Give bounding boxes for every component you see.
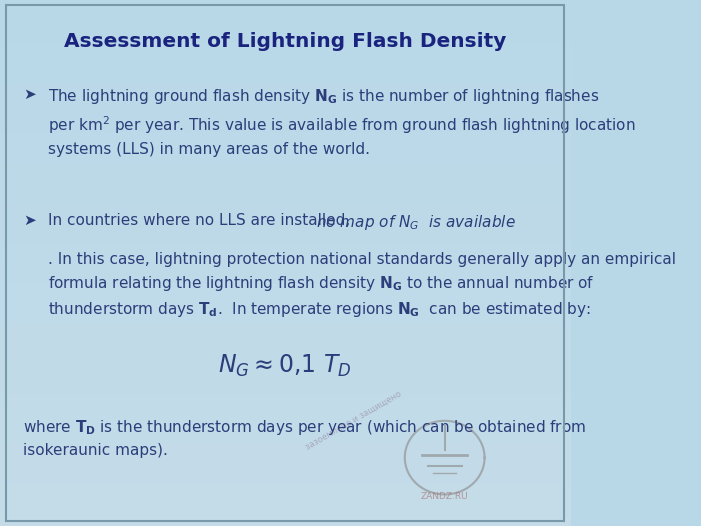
Text: $\mathbf{\mathit{N_G \approx 0{,}1\ T_D}}$: $\mathbf{\mathit{N_G \approx 0{,}1\ T_D}… xyxy=(218,352,352,379)
Text: зазоемлено и защищено: зазоемлено и защищено xyxy=(304,390,403,452)
Text: $\bf{\mathit{no\ map\ of\ N_G\ \ is\ available}}$: $\bf{\mathit{no\ map\ of\ N_G\ \ is\ ava… xyxy=(316,213,516,232)
Text: . In this case, lightning protection national standards generally apply an empir: . In this case, lightning protection nat… xyxy=(48,252,676,319)
Text: ➤: ➤ xyxy=(23,87,36,102)
Text: Assessment of Lightning Flash Density: Assessment of Lightning Flash Density xyxy=(64,32,506,50)
Text: ZANDZ.RU: ZANDZ.RU xyxy=(421,492,468,501)
Text: ➤: ➤ xyxy=(23,213,36,228)
Text: The lightning ground flash density $\mathbf{N_G}$ is the number of lightning fla: The lightning ground flash density $\mat… xyxy=(48,87,636,157)
Text: where $\mathit{\mathbf{T_D}}$ is the thunderstorm days per year (which can be ob: where $\mathit{\mathbf{T_D}}$ is the thu… xyxy=(23,418,586,458)
Text: In countries where no LLS are installed,: In countries where no LLS are installed, xyxy=(48,213,355,228)
